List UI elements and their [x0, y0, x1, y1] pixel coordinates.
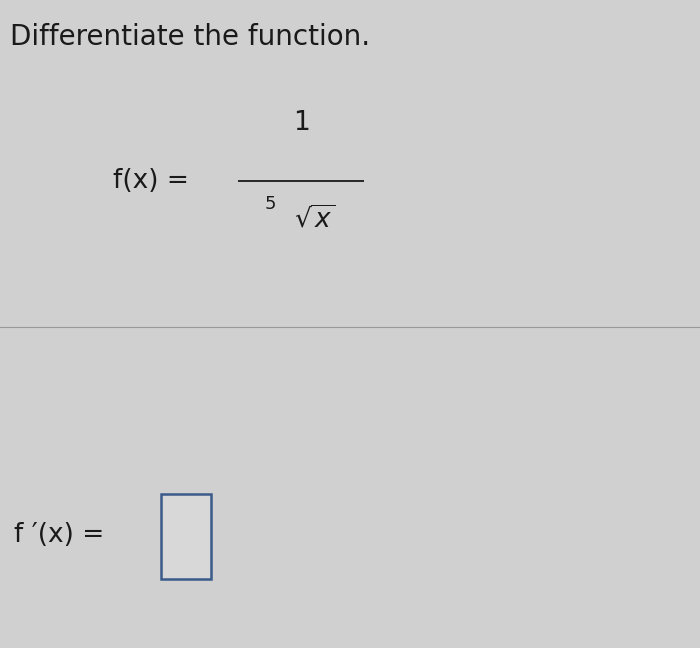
Text: 5: 5 [265, 195, 276, 213]
Text: $\sqrt{x}$: $\sqrt{x}$ [294, 206, 335, 234]
Text: f ′(x) =: f ′(x) = [14, 522, 104, 548]
Text: f(x) =: f(x) = [113, 168, 189, 194]
Text: 1: 1 [293, 110, 309, 136]
FancyBboxPatch shape [161, 494, 211, 579]
Text: Differentiate the function.: Differentiate the function. [10, 23, 370, 51]
